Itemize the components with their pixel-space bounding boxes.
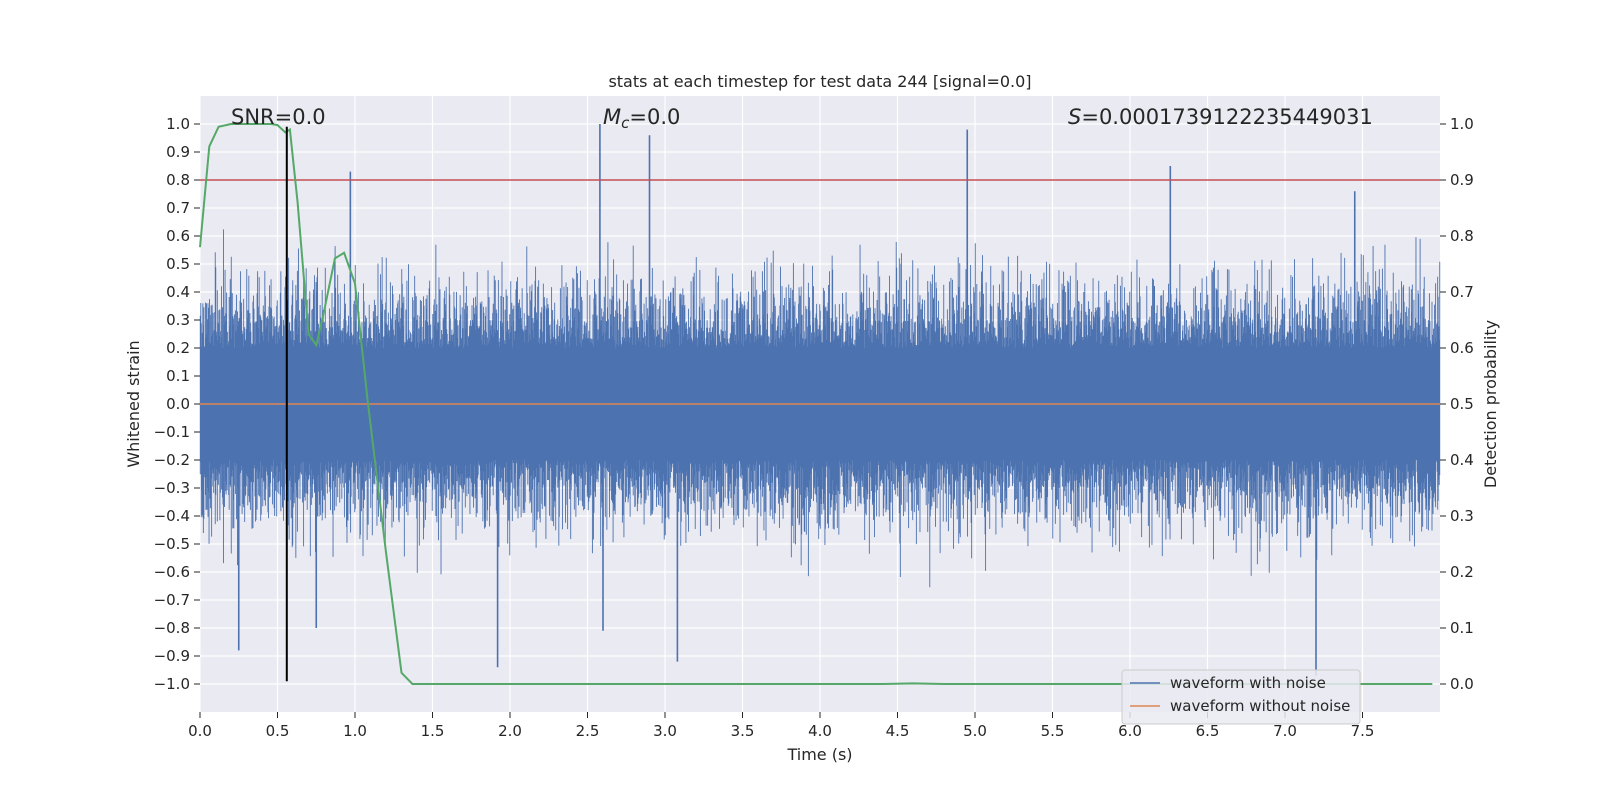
s-value: =0.0001739122235449031 bbox=[1081, 105, 1373, 129]
y-axis-right: 1.0 0.9 0.8 0.7 0.6 0.5 0.4 0.3 0.2 0.1 0.0 bbox=[1440, 115, 1474, 693]
y-right-tick-label: 0.5 bbox=[1450, 395, 1474, 413]
x-tick-label: 1.0 bbox=[343, 722, 367, 740]
y-right-tick-label: 0.9 bbox=[1450, 171, 1474, 189]
y-right-tick-label: 0.0 bbox=[1450, 675, 1474, 693]
y-tick-label: −1.0 bbox=[154, 675, 190, 693]
x-tick-label: 7.5 bbox=[1351, 722, 1375, 740]
mc-annotation: Mc=0.0 bbox=[603, 105, 680, 132]
x-axis: 0.0 0.5 1.0 1.5 2.0 2.5 3.0 3.5 4.0 4.5 5.0 5.5 6.0 6… bbox=[188, 712, 1374, 740]
x-tick-label: 6.5 bbox=[1196, 722, 1220, 740]
detection-probability-line bbox=[199, 123, 1433, 685]
x-tick-label: 4.5 bbox=[886, 722, 910, 740]
x-tick-label: 5.0 bbox=[963, 722, 987, 740]
mc-subscript: c bbox=[621, 114, 630, 132]
y-axis-label: Whitened strain bbox=[124, 340, 143, 467]
y-tick-label: 0.4 bbox=[166, 283, 190, 301]
s-annotation: S=0.0001739122235449031 bbox=[1068, 105, 1373, 129]
legend-label-clean: waveform without noise bbox=[1170, 697, 1350, 715]
x-tick-label: 6.0 bbox=[1118, 722, 1142, 740]
y-tick-label: 0.5 bbox=[166, 255, 190, 273]
snr-annotation: SNR=0.0 bbox=[231, 105, 326, 129]
x-tick-label: 1.5 bbox=[421, 722, 445, 740]
y-tick-label: 0.6 bbox=[166, 227, 190, 245]
y-tick-label: −0.6 bbox=[154, 563, 190, 581]
mc-value: =0.0 bbox=[629, 105, 680, 129]
y-tick-label: 0.1 bbox=[166, 367, 190, 385]
y-right-tick-label: 0.4 bbox=[1450, 451, 1474, 469]
y-tick-label: −0.2 bbox=[154, 451, 190, 469]
x-tick-label: 3.5 bbox=[731, 722, 755, 740]
x-tick-label: 3.0 bbox=[653, 722, 677, 740]
y-right-tick-label: 0.6 bbox=[1450, 339, 1474, 357]
y-tick-label: 1.0 bbox=[166, 115, 190, 133]
y-tick-label: −0.7 bbox=[154, 591, 190, 609]
mc-symbol: M bbox=[603, 105, 621, 129]
noise-spikes bbox=[199, 229, 1441, 588]
y-right-tick-label: 0.2 bbox=[1450, 563, 1474, 581]
legend-label-noise: waveform with noise bbox=[1170, 674, 1326, 692]
x-tick-label: 2.0 bbox=[498, 722, 522, 740]
x-tick-label: 5.5 bbox=[1041, 722, 1065, 740]
x-tick-label: 4.0 bbox=[808, 722, 832, 740]
y-tick-label: −0.5 bbox=[154, 535, 190, 553]
y-tick-label: −0.9 bbox=[154, 647, 190, 665]
legend: waveform with noise waveform without noi… bbox=[1121, 669, 1361, 725]
x-tick-label: 0.0 bbox=[188, 722, 212, 740]
y-tick-label: 0.7 bbox=[166, 199, 190, 217]
y-tick-label: −0.4 bbox=[154, 507, 190, 525]
y-tick-label: −0.3 bbox=[154, 479, 190, 497]
x-axis-label: Time (s) bbox=[786, 745, 852, 764]
y-tick-label: 0.3 bbox=[166, 311, 190, 329]
y-right-tick-label: 0.8 bbox=[1450, 227, 1474, 245]
y-tick-label: 0.8 bbox=[166, 171, 190, 189]
y-right-tick-label: 1.0 bbox=[1450, 115, 1474, 133]
y-tick-label: 0.2 bbox=[166, 339, 190, 357]
x-tick-label: 0.5 bbox=[266, 722, 290, 740]
y-axis-left: 1.0 0.9 0.8 0.7 0.6 0.5 0.4 0.3 0.2 0.1 0.0 −0.1 −0.… bbox=[154, 115, 200, 693]
y-tick-label: 0.0 bbox=[166, 395, 190, 413]
chart-title: stats at each timestep for test data 244… bbox=[608, 72, 1031, 91]
s-symbol: S bbox=[1068, 105, 1081, 129]
y-tick-label: 0.9 bbox=[166, 143, 190, 161]
y-tick-label: −0.8 bbox=[154, 619, 190, 637]
x-tick-label: 2.5 bbox=[576, 722, 600, 740]
x-tick-label: 7.0 bbox=[1273, 722, 1297, 740]
overlay-lines bbox=[199, 123, 1440, 685]
y-right-tick-label: 0.7 bbox=[1450, 283, 1474, 301]
y-right-tick-label: 0.3 bbox=[1450, 507, 1474, 525]
y-right-tick-label: 0.1 bbox=[1450, 619, 1474, 637]
y-axis-right-label: Detection probability bbox=[1481, 320, 1500, 488]
y-tick-label: −0.1 bbox=[154, 423, 190, 441]
legend-box bbox=[1121, 669, 1361, 725]
